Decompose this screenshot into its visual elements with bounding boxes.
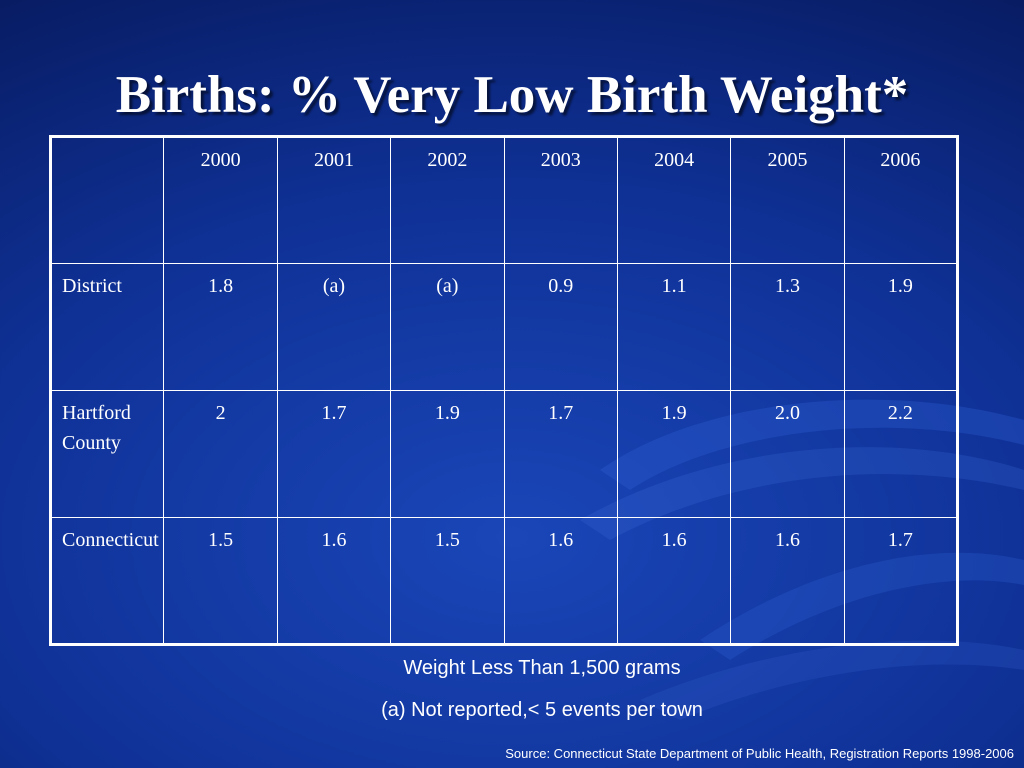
column-header-2002: 2002 (390, 136, 505, 264)
table-row-connecticut: Connecticut 1.5 1.6 1.5 1.6 1.6 1.6 1.7 (49, 517, 959, 645)
table-cell: 1.6 (276, 517, 392, 645)
table-cell: 1.6 (730, 517, 845, 645)
table-cell: 0.9 (503, 263, 618, 391)
column-header-2001: 2001 (276, 136, 392, 264)
table-cell: (a) (276, 263, 392, 391)
slide-title: Births: % Very Low Birth Weight* (115, 66, 909, 124)
table-cell: 1.3 (730, 263, 845, 391)
table-cell: 2 (163, 390, 278, 518)
corner-header-cell (49, 136, 165, 264)
column-header-2004: 2004 (616, 136, 732, 264)
table-cell: 1.8 (163, 263, 278, 391)
birth-weight-table: 2000 2001 2002 2003 2004 2005 2006 Distr… (49, 135, 959, 646)
row-label-hartford-county: Hartford County (49, 390, 165, 518)
source-citation: Source: Connecticut State Department of … (505, 746, 1014, 761)
row-label-connecticut: Connecticut (49, 517, 165, 645)
table-cell: 1.9 (616, 390, 732, 518)
table-cell: 1.6 (503, 517, 618, 645)
column-header-2006: 2006 (843, 136, 959, 264)
table-cell: 1.1 (616, 263, 732, 391)
column-header-2000: 2000 (163, 136, 278, 264)
row-label-district: District (49, 263, 165, 391)
table-cell: 1.9 (843, 263, 959, 391)
table-cell: 2.0 (730, 390, 845, 518)
table-cell: 1.7 (503, 390, 618, 518)
not-reported-footnote: (a) Not reported,< 5 events per town (381, 699, 703, 721)
table-cell: 1.9 (390, 390, 505, 518)
column-header-2005: 2005 (730, 136, 845, 264)
table-cell: 2.2 (843, 390, 959, 518)
table-cell: 1.5 (390, 517, 505, 645)
table-cell: 1.7 (276, 390, 392, 518)
table-row-district: District 1.8 (a) (a) 0.9 1.1 1.3 1.9 (49, 263, 959, 391)
table-row-hartford-county: Hartford County 2 1.7 1.9 1.7 1.9 2.0 2.… (49, 390, 959, 518)
table-cell: 1.5 (163, 517, 278, 645)
weight-definition-note: Weight Less Than 1,500 grams (403, 657, 681, 679)
table-header-row: 2000 2001 2002 2003 2004 2005 2006 (49, 136, 959, 264)
table-cell: 1.7 (843, 517, 959, 645)
table-cell: 1.6 (616, 517, 732, 645)
table-cell: (a) (390, 263, 505, 391)
column-header-2003: 2003 (503, 136, 618, 264)
